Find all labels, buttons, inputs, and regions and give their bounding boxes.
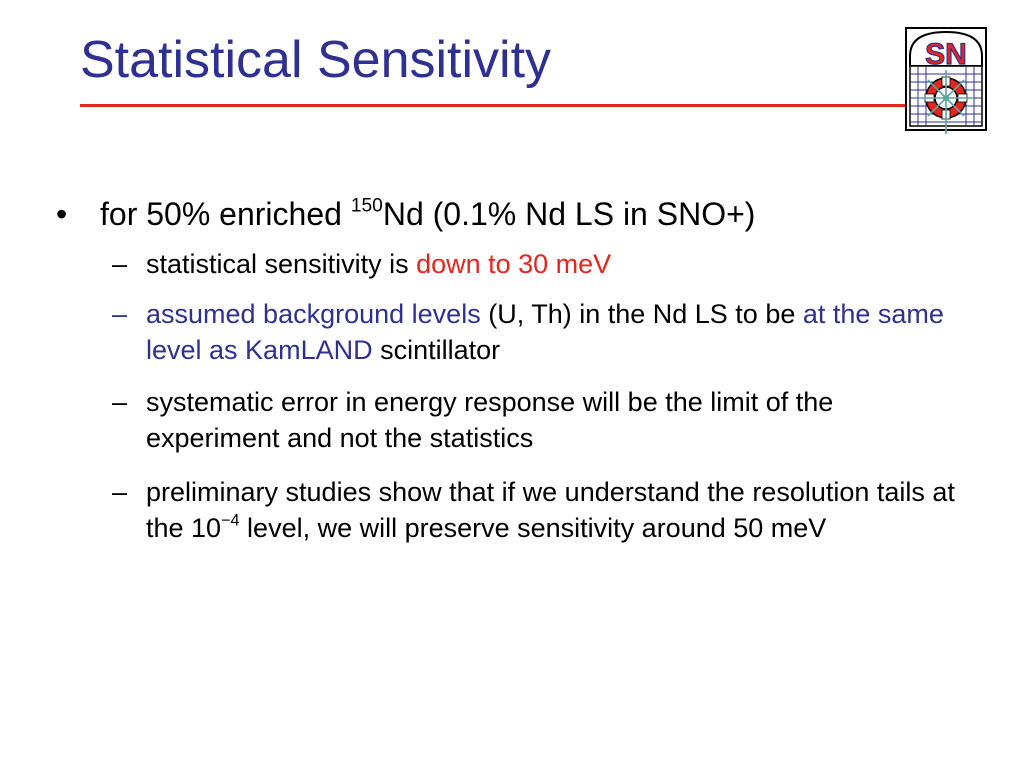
sub-bullet-4-text-a: preliminary studies show that if we unde… bbox=[146, 477, 955, 543]
title-underline bbox=[80, 104, 932, 107]
kamland-highlight: at the same level as KamLAND bbox=[146, 299, 944, 365]
sub-bullet-3: – systematic error in energy response wi… bbox=[112, 384, 972, 456]
sub-bullet-4: – preliminary studies show that if we un… bbox=[112, 474, 972, 582]
sub-bullet-3-text: systematic error in energy response will… bbox=[146, 387, 834, 453]
exponent: −4 bbox=[221, 511, 240, 530]
sub-bullet-1: – statistical sensitivity is down to 30 … bbox=[112, 246, 972, 282]
sub-bullet-2-text-b: scintillator bbox=[372, 335, 501, 365]
background-levels-highlight: assumed background levels bbox=[146, 299, 481, 329]
sub-bullet-text: assumed background levels (U, Th) in the… bbox=[146, 296, 972, 368]
sub-bullet-text: preliminary studies show that if we unde… bbox=[146, 474, 972, 546]
sub-bullet-2: – assumed background levels (U, Th) in t… bbox=[112, 296, 972, 368]
sub-bullet-marker: – bbox=[112, 299, 128, 329]
sub-bullet-1-text: statistical sensitivity is bbox=[146, 249, 417, 279]
logo-text: SN bbox=[925, 38, 967, 71]
sub-bullet-marker: – bbox=[112, 477, 128, 507]
slide-title: Statistical Sensitivity bbox=[80, 31, 552, 89]
sub-bullet-text: statistical sensitivity is down to 30 me… bbox=[146, 246, 972, 282]
isotope-mass-number: 150 bbox=[350, 195, 383, 217]
bullet-marker: • bbox=[56, 196, 68, 232]
sub-bullet-marker: – bbox=[112, 249, 128, 279]
sensitivity-highlight: down to 30 meV bbox=[416, 249, 612, 279]
sno-logo-icon: SN bbox=[905, 27, 987, 134]
main-bullet-suffix: Nd (0.1% Nd LS in SNO+) bbox=[382, 196, 756, 232]
sub-bullet-marker: – bbox=[112, 387, 128, 417]
main-bullet-text: for 50% enriched 150Nd (0.1% Nd LS in SN… bbox=[100, 196, 755, 232]
main-bullet-prefix: for 50% enriched bbox=[100, 196, 351, 232]
sub-bullet-2-text-a: (U, Th) in the Nd LS to be bbox=[480, 299, 803, 329]
sub-bullet-4-text-b: level, we will preserve sensitivity arou… bbox=[239, 513, 827, 543]
